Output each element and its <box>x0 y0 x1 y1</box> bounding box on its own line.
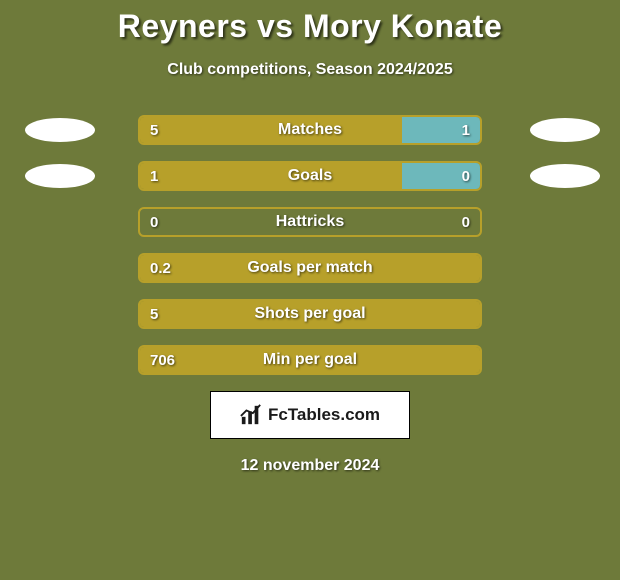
stat-bar-right <box>402 163 480 189</box>
stat-row: Hattricks0 0 <box>0 207 620 237</box>
logo-text: FcTables.com <box>268 405 380 425</box>
stat-bar-right <box>402 117 480 143</box>
stat-bar-track: Goals10 <box>138 161 482 191</box>
stat-bar-track: Shots per goal5 <box>138 299 482 329</box>
comparison-chart: Matches51 Goals10 Hattricks0 0 Goals per mat… <box>0 115 620 375</box>
player-avatar-left <box>25 118 95 142</box>
stat-value-left: 0 <box>150 209 158 235</box>
stat-bar-track: Min per goal706 <box>138 345 482 375</box>
stat-bar-track: Matches51 <box>138 115 482 145</box>
stat-bar-track: Goals per match0.2 <box>138 253 482 283</box>
stat-row: Matches51 <box>0 115 620 145</box>
footer-date: 12 november 2024 <box>0 457 620 475</box>
stat-row: Goals10 <box>0 161 620 191</box>
stat-label: Hattricks <box>140 209 480 235</box>
stat-bar-left <box>140 163 402 189</box>
page-title: Reyners vs Mory Konate <box>0 0 620 45</box>
stat-bar-left <box>140 117 402 143</box>
stat-row: Goals per match0.2 <box>0 253 620 283</box>
player-avatar-right <box>530 118 600 142</box>
stat-row: Min per goal706 <box>0 345 620 375</box>
player-avatar-left <box>25 164 95 188</box>
stat-value-right: 0 <box>462 209 470 235</box>
stat-row: Shots per goal5 <box>0 299 620 329</box>
player-avatar-right <box>530 164 600 188</box>
bars-icon <box>240 404 262 426</box>
logo-box: FcTables.com <box>210 391 410 439</box>
stat-bar-left <box>140 255 480 281</box>
stat-bar-track: Hattricks0 0 <box>138 207 482 237</box>
stat-bar-left <box>140 347 480 373</box>
stat-bar-left <box>140 301 480 327</box>
page-subtitle: Club competitions, Season 2024/2025 <box>0 61 620 79</box>
